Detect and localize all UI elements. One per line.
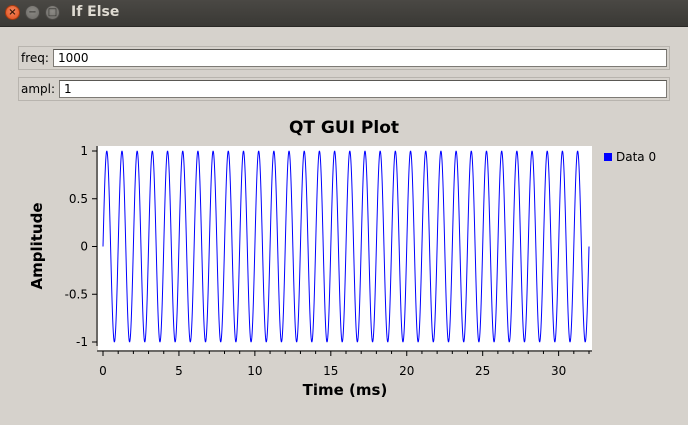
maximize-button[interactable]: □ — [45, 5, 60, 20]
x-tick-label: 20 — [399, 364, 414, 378]
window-titlebar: × − □ If Else — [0, 0, 688, 27]
ampl-input[interactable] — [59, 80, 667, 98]
plot-title: QT GUI Plot — [288, 118, 400, 138]
x-axis-label: Time (ms) — [303, 381, 388, 399]
close-button[interactable]: × — [5, 5, 20, 20]
window-title: If Else — [71, 4, 120, 20]
x-tick-label: 10 — [247, 364, 262, 378]
maximize-icon: □ — [47, 7, 58, 18]
ampl-label: ampl: — [21, 82, 56, 96]
y-tick-label: -0.5 — [65, 287, 88, 301]
ampl-control: ampl: — [18, 77, 670, 101]
y-tick-label: 0 — [80, 240, 88, 254]
x-tick-label: 30 — [551, 364, 566, 378]
legend-label-data-0: Data 0 — [616, 150, 657, 164]
x-tick-label: 15 — [323, 364, 338, 378]
x-tick-label: 5 — [175, 364, 183, 378]
close-icon: × — [8, 7, 17, 18]
y-tick-label: 0.5 — [69, 192, 88, 206]
freq-input[interactable] — [53, 49, 667, 67]
y-tick-label: -1 — [76, 335, 88, 349]
legend: Data 0 — [604, 150, 656, 164]
y-tick-label: 1 — [80, 144, 88, 158]
freq-label: freq: — [21, 51, 49, 65]
y-axis-label: Amplitude — [28, 202, 46, 289]
x-tick-label: 0 — [99, 364, 107, 378]
minimize-button[interactable]: − — [25, 5, 40, 20]
x-axis: 0 5 10 15 20 25 30 — [97, 350, 592, 378]
series-data-0-line — [102, 150, 590, 343]
freq-control: freq: — [18, 46, 670, 70]
minimize-icon: − — [28, 7, 37, 18]
plot-canvas[interactable] — [98, 146, 592, 350]
x-tick-label: 25 — [475, 364, 490, 378]
y-axis: 1 0.5 0 -0.5 -1 — [65, 144, 98, 349]
legend-swatch-data-0 — [604, 153, 612, 161]
